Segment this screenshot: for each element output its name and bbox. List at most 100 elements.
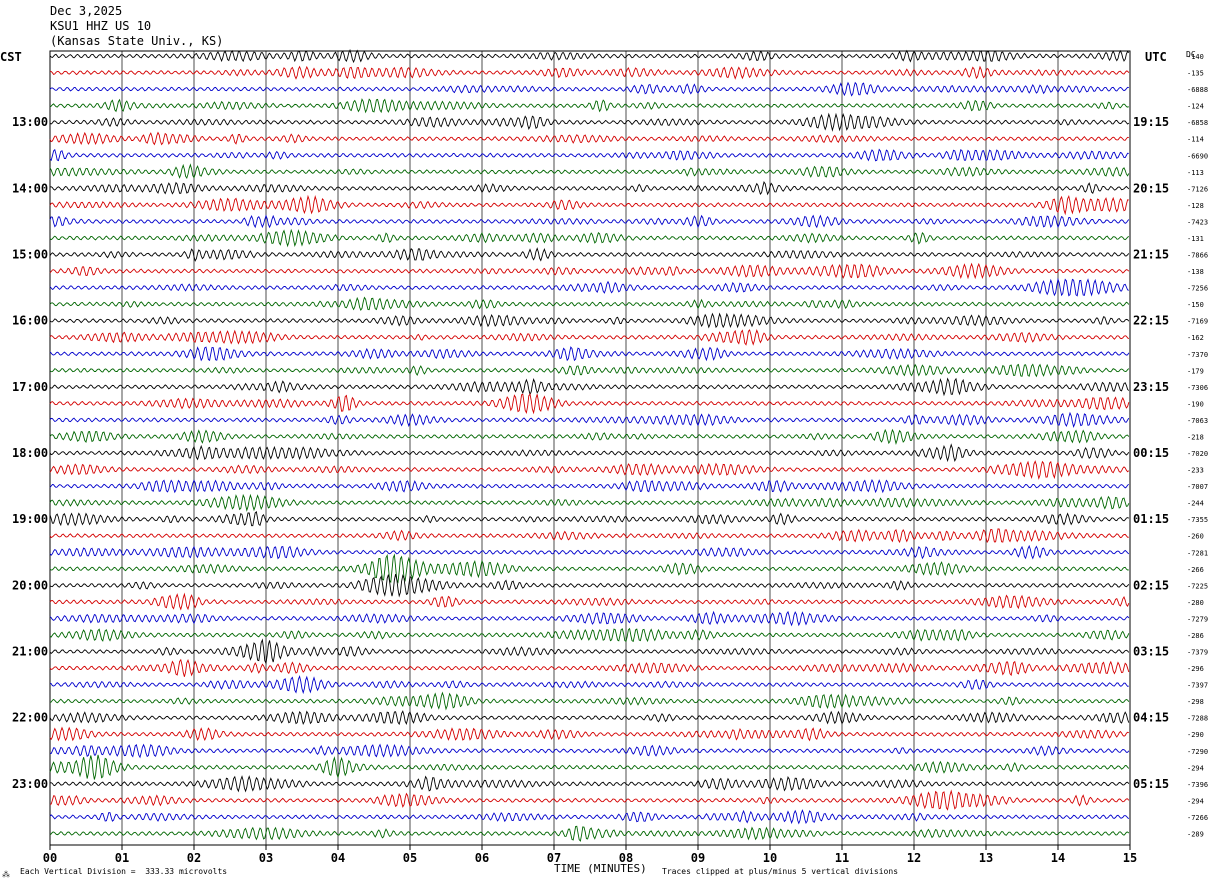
left-hour-label: 15:00 <box>12 248 48 262</box>
x-tick-label: 10 <box>763 851 777 865</box>
dc-offset-label: -7370 <box>1187 351 1208 359</box>
dc-offset-label: -7169 <box>1187 318 1208 326</box>
right-timezone-label: UTC <box>1145 50 1167 64</box>
dc-offset-label: -298 <box>1187 698 1204 706</box>
right-hour-label: 00:15 <box>1133 446 1169 460</box>
dc-offset-label: -7007 <box>1187 483 1208 491</box>
trace-row <box>49 181 1130 196</box>
dc-offset-label: -233 <box>1187 467 1204 475</box>
dc-offset-label: -294 <box>1187 797 1204 805</box>
trace-row <box>49 592 1130 611</box>
left-hour-label: 18:00 <box>12 446 48 460</box>
trace-row <box>49 392 1130 415</box>
dc-offset-label: -140 <box>1187 53 1204 61</box>
dc-offset-label: -114 <box>1187 136 1204 144</box>
trace-row <box>49 277 1129 297</box>
left-timezone-label: CST <box>0 50 22 64</box>
trace-row <box>49 775 1130 793</box>
trace-row <box>49 789 1130 811</box>
dc-offset-label: -294 <box>1187 764 1204 772</box>
dc-offset-label: -6888 <box>1187 86 1208 94</box>
trace-row <box>49 691 1130 711</box>
right-hour-label: 01:15 <box>1133 512 1169 526</box>
dc-offset-label: -286 <box>1187 632 1204 640</box>
x-tick-label: 07 <box>547 851 561 865</box>
dc-offset-label: -124 <box>1187 103 1204 111</box>
trace-row <box>49 553 1129 584</box>
trace-row <box>49 377 1130 397</box>
dc-offset-label: -7020 <box>1187 450 1208 458</box>
trace-row <box>49 112 1130 132</box>
dc-offset-label: -113 <box>1187 169 1204 177</box>
left-hour-label: 22:00 <box>12 711 48 725</box>
x-tick-label: 15 <box>1123 851 1137 865</box>
trace-row <box>49 81 1129 97</box>
x-tick-label: 14 <box>1051 851 1065 865</box>
trace-row <box>49 511 1130 527</box>
x-tick-label: 00 <box>43 851 57 865</box>
trace-row <box>49 346 1130 362</box>
trace-row <box>49 148 1129 162</box>
header-date: Dec 3,2025 <box>50 4 123 18</box>
trace-row <box>49 131 1129 146</box>
right-hour-label: 23:15 <box>1133 380 1169 394</box>
dc-offset-label: -7281 <box>1187 549 1208 557</box>
right-hour-label: 20:15 <box>1133 181 1169 195</box>
trace-row <box>49 658 1130 677</box>
trace-row <box>49 214 1130 229</box>
dc-offset-label: -7290 <box>1187 748 1208 756</box>
dc-offset-label: -150 <box>1187 301 1204 309</box>
x-tick-label: 12 <box>907 851 921 865</box>
dc-offset-label: -7126 <box>1187 185 1208 193</box>
dc-offset-label: -7266 <box>1187 814 1208 822</box>
trace-row <box>49 443 1130 463</box>
trace-row <box>49 674 1129 695</box>
trace-row <box>49 627 1130 643</box>
dc-offset-label: -128 <box>1187 202 1204 210</box>
x-tick-label: 05 <box>403 851 417 865</box>
dc-offset-label: -7396 <box>1187 781 1208 789</box>
dc-offset-label: -7288 <box>1187 715 1208 723</box>
trace-row <box>49 710 1130 726</box>
dc-offset-label: -138 <box>1187 268 1204 276</box>
dc-offset-label: -7379 <box>1187 649 1208 657</box>
trace-row <box>49 573 1130 598</box>
dc-offset-label: -7279 <box>1187 615 1208 623</box>
dc-offset-label: -7225 <box>1187 582 1208 590</box>
dc-offset-label: -7866 <box>1187 252 1208 260</box>
trace-row <box>49 809 1130 825</box>
dc-offset-label: -7397 <box>1187 682 1208 690</box>
dc-offset-label: -280 <box>1187 599 1204 607</box>
trace-row <box>49 329 1130 346</box>
right-hour-label: 05:15 <box>1133 777 1169 791</box>
dc-offset-label: -7423 <box>1187 218 1208 226</box>
trace-row <box>49 48 1130 64</box>
trace-layer <box>49 48 1130 842</box>
trace-row <box>49 493 1130 512</box>
vertical-division-note: Each Vertical Division = 333.33 microvol… <box>20 867 228 876</box>
x-tick-label: 06 <box>475 851 489 865</box>
label-layer: 00 01 02 03 04 05 06 07 08 09 10 11 12 13 14 15 -140 -135… <box>12 53 1208 865</box>
dc-offset-label: -218 <box>1187 433 1204 441</box>
right-hour-label: 02:15 <box>1133 578 1169 592</box>
right-hour-label: 04:15 <box>1133 711 1169 725</box>
dc-offset-label: -244 <box>1187 500 1204 508</box>
trace-row <box>49 544 1130 560</box>
x-tick-label: 13 <box>979 851 993 865</box>
dc-offset-label: -266 <box>1187 566 1204 574</box>
trace-row <box>49 65 1130 80</box>
left-hour-label: 21:00 <box>12 645 48 659</box>
x-axis-title: TIME (MINUTES) <box>554 862 647 875</box>
x-tick-label: 01 <box>115 851 129 865</box>
trace-row <box>49 638 1130 665</box>
dc-offset-label: -6690 <box>1187 152 1208 160</box>
corner-mark: ⁂ <box>2 870 10 879</box>
x-tick-label: 11 <box>835 851 849 865</box>
right-hour-label: 19:15 <box>1133 115 1169 129</box>
left-hour-label: 23:00 <box>12 777 48 791</box>
trace-row <box>49 247 1130 262</box>
clip-note: Traces clipped at plus/minus 5 vertical … <box>662 867 899 876</box>
left-hour-label: 17:00 <box>12 380 48 394</box>
left-hour-label: 16:00 <box>12 314 48 328</box>
